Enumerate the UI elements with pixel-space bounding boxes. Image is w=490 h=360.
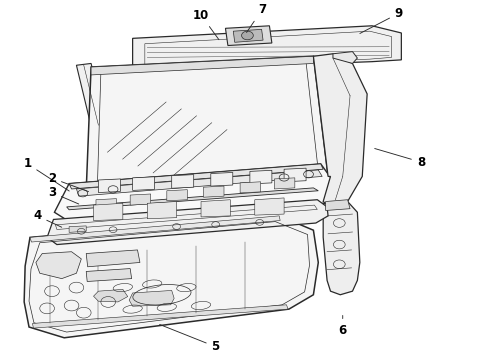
Polygon shape [47,200,328,244]
Polygon shape [333,51,357,63]
Text: 7: 7 [246,3,266,32]
Polygon shape [86,269,132,282]
Text: 10: 10 [193,9,219,40]
Polygon shape [323,202,360,295]
Polygon shape [284,168,306,182]
Polygon shape [54,164,343,223]
Polygon shape [274,178,295,189]
Text: 9: 9 [360,7,403,33]
Text: 4: 4 [33,210,62,227]
Polygon shape [240,182,261,193]
Polygon shape [255,198,284,215]
Text: 6: 6 [339,315,347,337]
Polygon shape [233,30,263,42]
Text: 3: 3 [48,186,79,204]
Polygon shape [76,170,322,196]
Polygon shape [129,291,174,306]
Polygon shape [314,54,367,209]
Text: 1: 1 [24,157,69,191]
Circle shape [242,31,253,40]
Polygon shape [201,200,230,217]
Polygon shape [94,203,123,221]
Polygon shape [86,56,328,191]
Polygon shape [94,289,128,302]
Polygon shape [225,26,272,45]
Polygon shape [203,186,224,197]
Text: 8: 8 [375,149,425,168]
Polygon shape [36,252,81,279]
Polygon shape [172,175,194,188]
Text: 5: 5 [160,324,220,353]
Text: 2: 2 [48,172,89,192]
Polygon shape [30,216,280,242]
Polygon shape [32,305,288,328]
Polygon shape [130,194,151,205]
Polygon shape [133,26,401,71]
Polygon shape [326,200,350,211]
Polygon shape [86,250,140,267]
Polygon shape [250,170,272,184]
Polygon shape [211,172,233,186]
Polygon shape [147,202,176,219]
Polygon shape [69,226,86,232]
Polygon shape [24,216,318,338]
Polygon shape [98,179,121,193]
Polygon shape [167,190,187,201]
Polygon shape [96,199,117,210]
Polygon shape [91,56,314,75]
Polygon shape [133,177,155,190]
Polygon shape [69,164,323,189]
Polygon shape [76,63,106,126]
Polygon shape [67,188,318,210]
